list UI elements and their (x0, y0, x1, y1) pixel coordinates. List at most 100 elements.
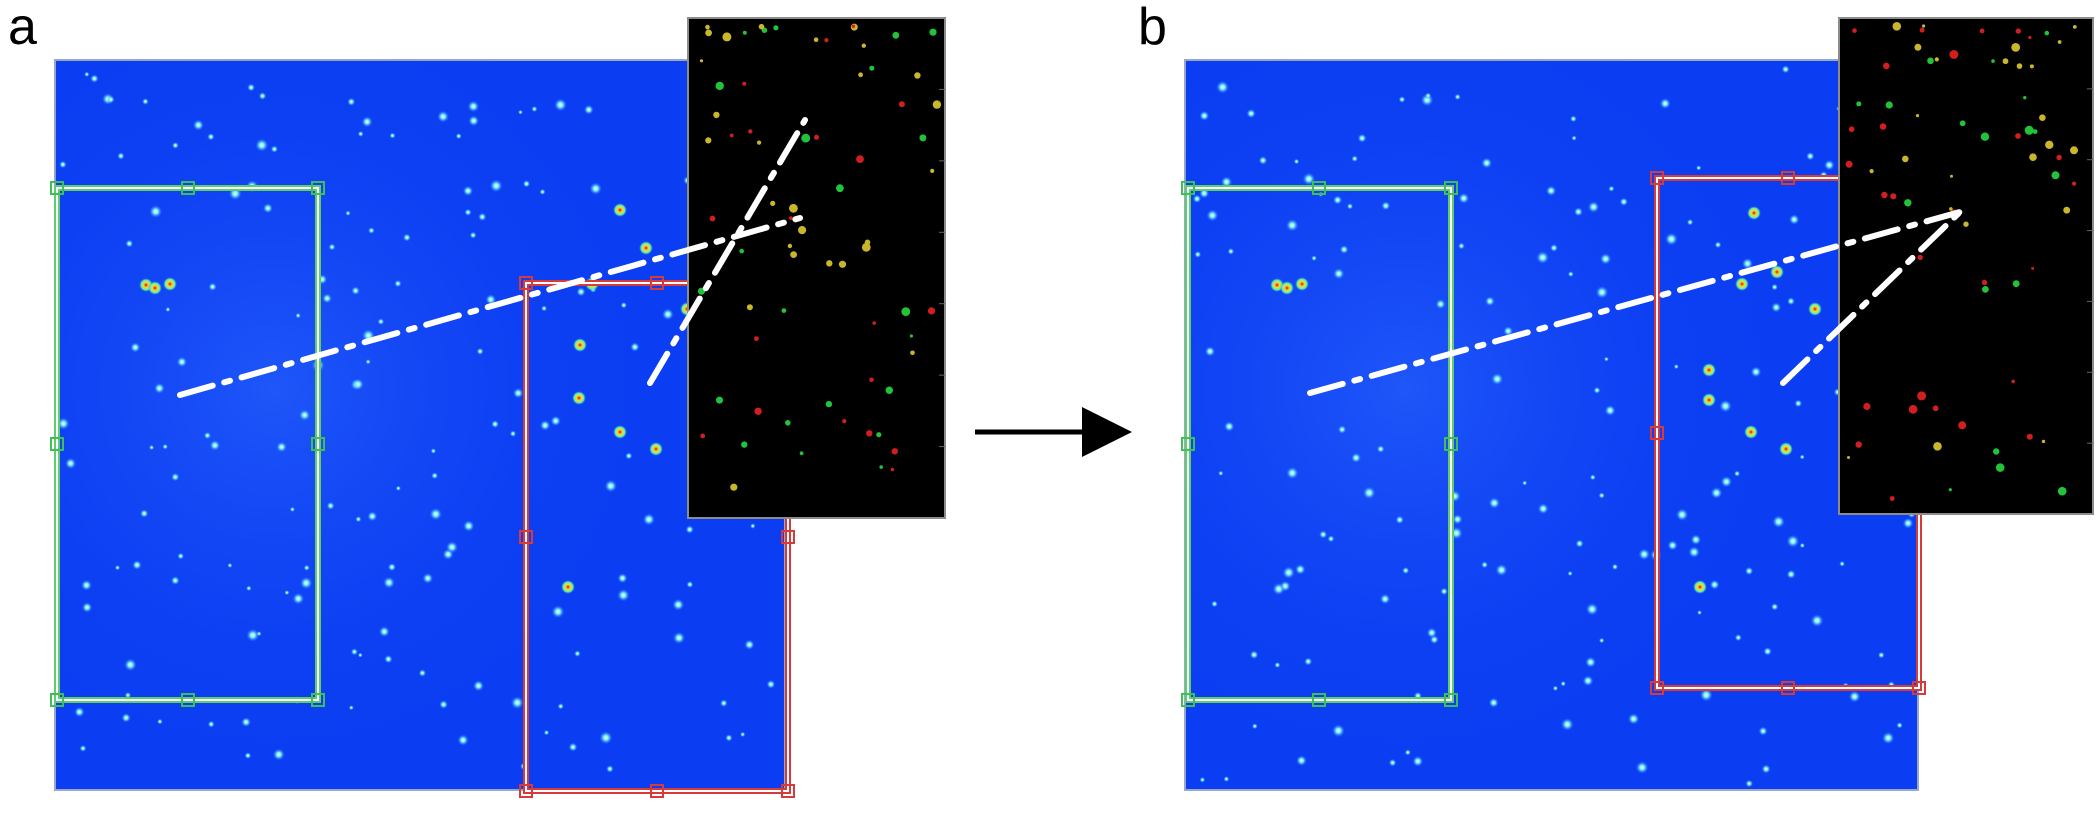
overlay-spot (930, 168, 935, 173)
fluorescent-spot (1224, 421, 1235, 432)
overlay-spot (798, 226, 807, 235)
overlay-spot (836, 184, 844, 193)
overlay-spot (799, 451, 804, 456)
overlay-spot (1885, 101, 1893, 109)
fluorescent-spot (1571, 135, 1577, 141)
overlay-spot (1932, 405, 1939, 412)
fluorescent-spot (467, 100, 480, 113)
overlay-spot (716, 396, 723, 404)
fluorescent-spot (142, 98, 149, 105)
fluorescent-spot (1810, 614, 1824, 627)
overlay-spot (2002, 58, 2009, 65)
fluorescent-spot (576, 287, 586, 297)
fluorescent-spot (1488, 697, 1499, 708)
fluorescent-spot (1570, 115, 1577, 123)
fluorescent-spot (57, 417, 70, 430)
overlay-spot (814, 134, 819, 140)
fluorescent-spot (1598, 492, 1605, 499)
fluorescent-spot (740, 731, 746, 738)
fluorescent-spot (1327, 535, 1335, 543)
fluorescent-spot (1388, 758, 1397, 767)
bright-spot (1744, 425, 1758, 439)
fluorescent-spot (1351, 452, 1362, 463)
fluorescent-spot (1429, 635, 1439, 644)
fluorescent-spot (1690, 534, 1702, 545)
overlay-spot (892, 31, 900, 39)
overlay-spot (705, 29, 712, 37)
fluorescent-spot (114, 565, 121, 571)
overlay-spot (746, 304, 753, 311)
fluorescent-spot (209, 440, 221, 451)
fluorescent-spot (1770, 603, 1779, 611)
fluorescent-spot (1604, 405, 1616, 416)
overlay-spot (927, 307, 936, 315)
fluorescent-spot (1761, 764, 1771, 774)
fluorescent-spot (625, 452, 633, 460)
fluorescent-spot (1786, 534, 1800, 548)
fluorescent-spot (154, 382, 165, 394)
fluorescent-spot (383, 576, 395, 589)
fluorescent-spot (1503, 326, 1514, 336)
overlay-spot (729, 133, 734, 138)
fluorescent-spot (473, 680, 484, 692)
fluorescent-spot (513, 387, 524, 399)
fluorescent-spot (431, 472, 439, 480)
overlay-spot (1919, 27, 1925, 33)
overlay-spot (1889, 496, 1895, 501)
overlay-spot (770, 200, 776, 206)
fluorescent-spot (124, 691, 132, 699)
fluorescent-spot (171, 141, 179, 149)
overlay-spot (785, 420, 791, 426)
fluorescent-spot (522, 180, 531, 188)
fluorescent-spot (1667, 540, 1678, 551)
overlay-spot (2028, 35, 2032, 40)
fluorescent-spot (620, 301, 628, 309)
fluorescent-spot (284, 590, 290, 596)
fluorescent-spot (357, 130, 364, 137)
fluorescent-spot (1488, 497, 1501, 509)
panel-a (50, 17, 946, 798)
fluorescent-spot (139, 509, 149, 518)
fluorescent-spot (1362, 486, 1376, 500)
overlay-spot (1950, 174, 1953, 178)
fluorescent-spot (744, 639, 755, 650)
overlay-spot (1845, 160, 1853, 168)
overlay-spot (2070, 146, 2078, 155)
fluorescent-spot (1799, 542, 1806, 549)
fluorescent-spot (394, 279, 402, 288)
fluorescent-spot (1351, 155, 1358, 162)
fluorescent-spot (246, 585, 252, 592)
overlay-spot (1879, 123, 1887, 130)
overlay-spot (722, 32, 732, 42)
overlay-spot (1980, 132, 1990, 141)
overlay-spot (826, 260, 833, 267)
fluorescent-spot (1537, 503, 1549, 515)
overlay-spot (1959, 120, 1966, 127)
fluorescent-spot (157, 718, 163, 725)
fluorescent-spot (455, 133, 462, 140)
fluorescent-spot (1246, 108, 1256, 119)
fluorescent-spot (1799, 454, 1805, 460)
overlay-spot (730, 483, 738, 491)
overlay-spot (1982, 286, 1989, 293)
fluorescent-spot (1595, 286, 1609, 299)
fluorescent-spot (1789, 214, 1800, 225)
fluorescent-spot (478, 212, 487, 222)
overlay-spot (2026, 433, 2033, 440)
fluorescent-spot (246, 628, 260, 642)
fluorescent-spot (1772, 515, 1785, 528)
fluorescent-spot (387, 563, 396, 572)
fluorescent-spot (583, 104, 594, 115)
fluorescent-spot (437, 110, 449, 123)
fluorescent-spot (1337, 425, 1347, 434)
fluorescent-spot (1286, 466, 1299, 480)
fluorescent-spot (203, 431, 212, 440)
fluorescent-spot (1582, 675, 1594, 687)
overlay-spot (758, 23, 765, 30)
fluorescent-spot (357, 652, 363, 658)
bright-spot (1702, 363, 1716, 377)
overlay-spot (1934, 57, 1939, 62)
fluorescent-spot (439, 700, 448, 709)
fluorescent-spot (1744, 566, 1754, 576)
fluorescent-spot (1673, 364, 1679, 370)
